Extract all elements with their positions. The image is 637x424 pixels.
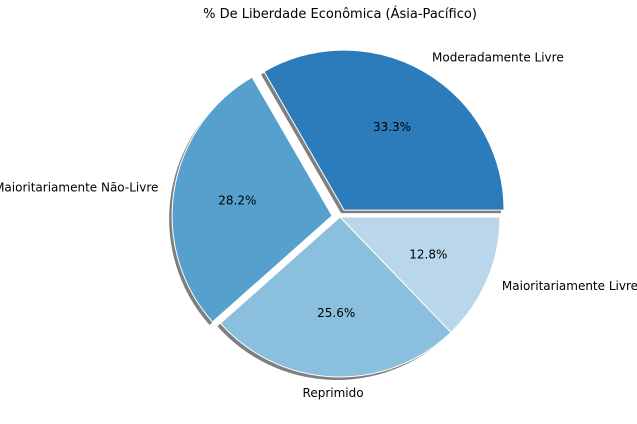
slice-label-reprimido: Reprimido: [303, 386, 364, 400]
slices-group: [171, 49, 505, 378]
slice-percent-moderadamente-livre: 33.3%: [373, 120, 411, 134]
slice-percent-reprimido: 25.6%: [317, 306, 355, 320]
slice-label-maioritariamente-nao-livre: Maioritariamente Não-Livre: [0, 181, 158, 195]
pie-slice-reprimido: [219, 216, 452, 378]
pie-slice-maioritariamente-nao-livre: [171, 76, 333, 323]
labels-group: Moderadamente Livre 33.3% Maioritariamente…: [0, 51, 637, 400]
slice-percent-maioritariamente-livre: 12.8%: [409, 248, 447, 262]
slice-label-moderadamente-livre: Moderadamente Livre: [432, 51, 564, 65]
slice-label-maioritariamente-livre: Maioritariamente Livre: [502, 279, 637, 293]
pie-slice-maioritariamente-livre: [338, 216, 501, 334]
pie-slice-moderadamente-livre: [263, 49, 505, 211]
chart-title: % De Liberdade Econômica (Ásia-Pacífico): [203, 6, 477, 22]
slice-percent-maioritariamente-nao-livre: 28.2%: [218, 193, 256, 207]
